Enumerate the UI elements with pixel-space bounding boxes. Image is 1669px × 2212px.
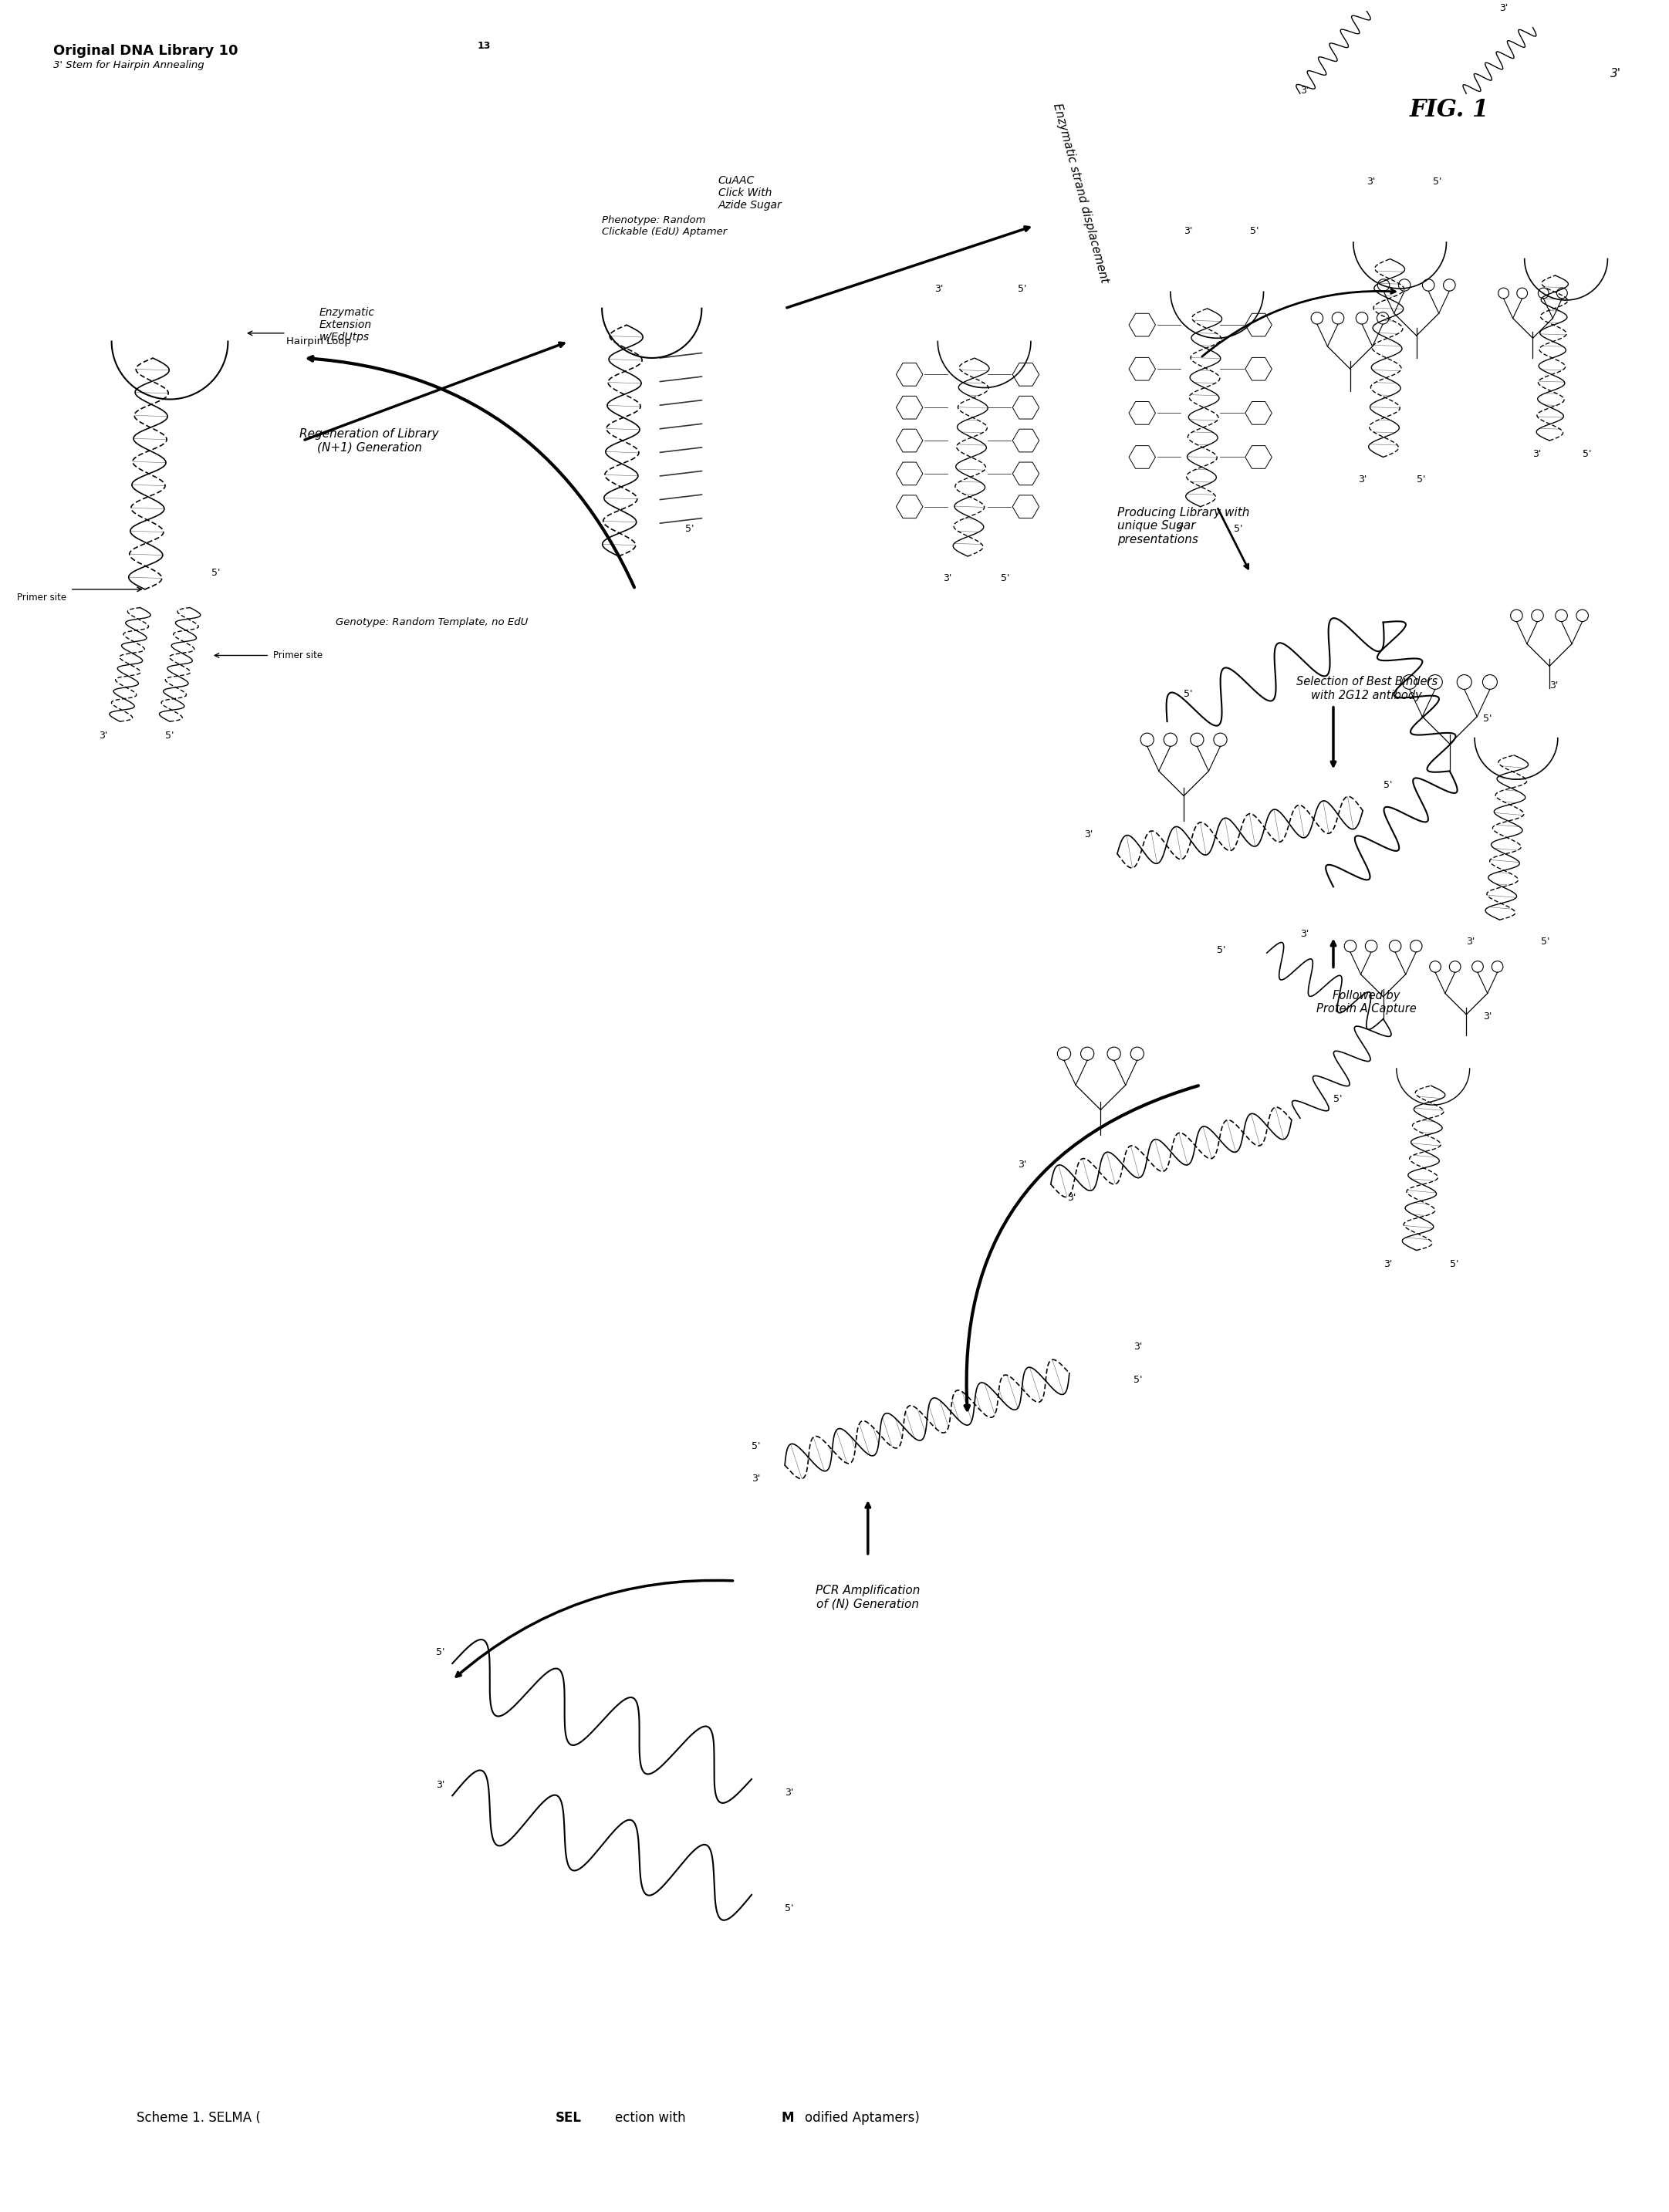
- Text: 3': 3': [1083, 830, 1093, 841]
- Text: 5': 5': [1417, 473, 1425, 484]
- Text: 3': 3': [1300, 86, 1308, 95]
- Text: 5': 5': [1582, 449, 1592, 460]
- Text: CuAAC
Click With
Azide Sugar: CuAAC Click With Azide Sugar: [718, 175, 783, 210]
- Text: 3': 3': [1068, 1192, 1077, 1203]
- Text: 3': 3': [1175, 524, 1185, 533]
- Text: 3': 3': [1183, 226, 1193, 237]
- Text: 3': 3': [1532, 449, 1542, 460]
- Text: 5': 5': [1217, 945, 1225, 956]
- Text: 3': 3': [1611, 69, 1621, 80]
- Text: M: M: [781, 2110, 794, 2126]
- Text: Original DNA Library 10: Original DNA Library 10: [53, 44, 239, 58]
- Text: 3': 3': [784, 1787, 793, 1798]
- Text: 5': 5': [1484, 714, 1492, 723]
- Text: 5': 5': [436, 1648, 444, 1657]
- Text: 3': 3': [98, 730, 108, 741]
- Text: Regeneration of Library
(N+1) Generation: Regeneration of Library (N+1) Generation: [299, 429, 439, 453]
- Text: SEL: SEL: [556, 2110, 581, 2126]
- Text: Selection of Best Binders
with 2G12 antibody: Selection of Best Binders with 2G12 anti…: [1295, 677, 1437, 701]
- Text: 5': 5': [1250, 226, 1258, 237]
- Text: odified Aptamers): odified Aptamers): [804, 2110, 920, 2126]
- Text: 5': 5': [1133, 1376, 1143, 1385]
- Text: 5': 5': [684, 524, 694, 533]
- Text: 5': 5': [1384, 781, 1392, 790]
- Text: 3': 3': [935, 283, 943, 294]
- Text: 5': 5': [1183, 688, 1193, 699]
- Text: 3': 3': [1300, 929, 1308, 938]
- Text: 5': 5': [784, 1905, 794, 1913]
- Text: ection with: ection with: [616, 2110, 689, 2126]
- Text: Followed by
Protein A Capture: Followed by Protein A Capture: [1317, 991, 1417, 1015]
- Text: 13: 13: [477, 40, 491, 51]
- Text: 3': 3': [1018, 1159, 1026, 1170]
- Text: 3': 3': [943, 573, 951, 584]
- Text: 3' Stem for Hairpin Annealing: 3' Stem for Hairpin Annealing: [53, 60, 204, 71]
- Text: Genotype: Random Template, no EdU: Genotype: Random Template, no EdU: [335, 617, 529, 628]
- Text: 5': 5': [1434, 177, 1442, 186]
- Text: 3': 3': [1359, 473, 1367, 484]
- Text: 3': 3': [1549, 681, 1559, 690]
- Text: 5': 5': [1018, 283, 1026, 294]
- Text: 3': 3': [1467, 938, 1475, 947]
- Text: 5': 5': [212, 568, 220, 577]
- Text: 3': 3': [1367, 177, 1375, 186]
- Text: 5': 5': [1450, 1259, 1459, 1270]
- Text: 5': 5': [1540, 938, 1551, 947]
- Text: 5': 5': [1233, 524, 1242, 533]
- Text: Enzymatic
Extension
w/EdUtps: Enzymatic Extension w/EdUtps: [319, 307, 376, 343]
- Text: Hairpin Loop: Hairpin Loop: [285, 336, 350, 347]
- Text: Enzymatic strand displacement: Enzymatic strand displacement: [1051, 102, 1110, 283]
- Text: 3': 3': [1384, 1259, 1392, 1270]
- Text: Primer site: Primer site: [272, 650, 322, 661]
- Text: 5': 5': [1001, 573, 1010, 584]
- Text: FIG. 1: FIG. 1: [1410, 97, 1489, 122]
- Text: 3': 3': [1484, 1011, 1492, 1022]
- Text: Phenotype: Random
Clickable (EdU) Aptamer: Phenotype: Random Clickable (EdU) Aptame…: [603, 215, 728, 237]
- Text: 5': 5': [1334, 1095, 1342, 1104]
- Text: 5': 5': [165, 730, 174, 741]
- Text: Primer site: Primer site: [17, 593, 67, 602]
- Text: PCR Amplification
of (N) Generation: PCR Amplification of (N) Generation: [816, 1584, 920, 1610]
- Text: Producing Library with
unique Sugar
presentations: Producing Library with unique Sugar pres…: [1117, 507, 1250, 544]
- Text: 5': 5': [751, 1440, 761, 1451]
- Text: 3': 3': [1133, 1343, 1143, 1352]
- Text: 3': 3': [436, 1781, 444, 1790]
- Text: 3': 3': [751, 1473, 761, 1484]
- Text: Scheme 1. SELMA (: Scheme 1. SELMA (: [137, 2110, 260, 2126]
- Text: 3': 3': [1499, 2, 1509, 13]
